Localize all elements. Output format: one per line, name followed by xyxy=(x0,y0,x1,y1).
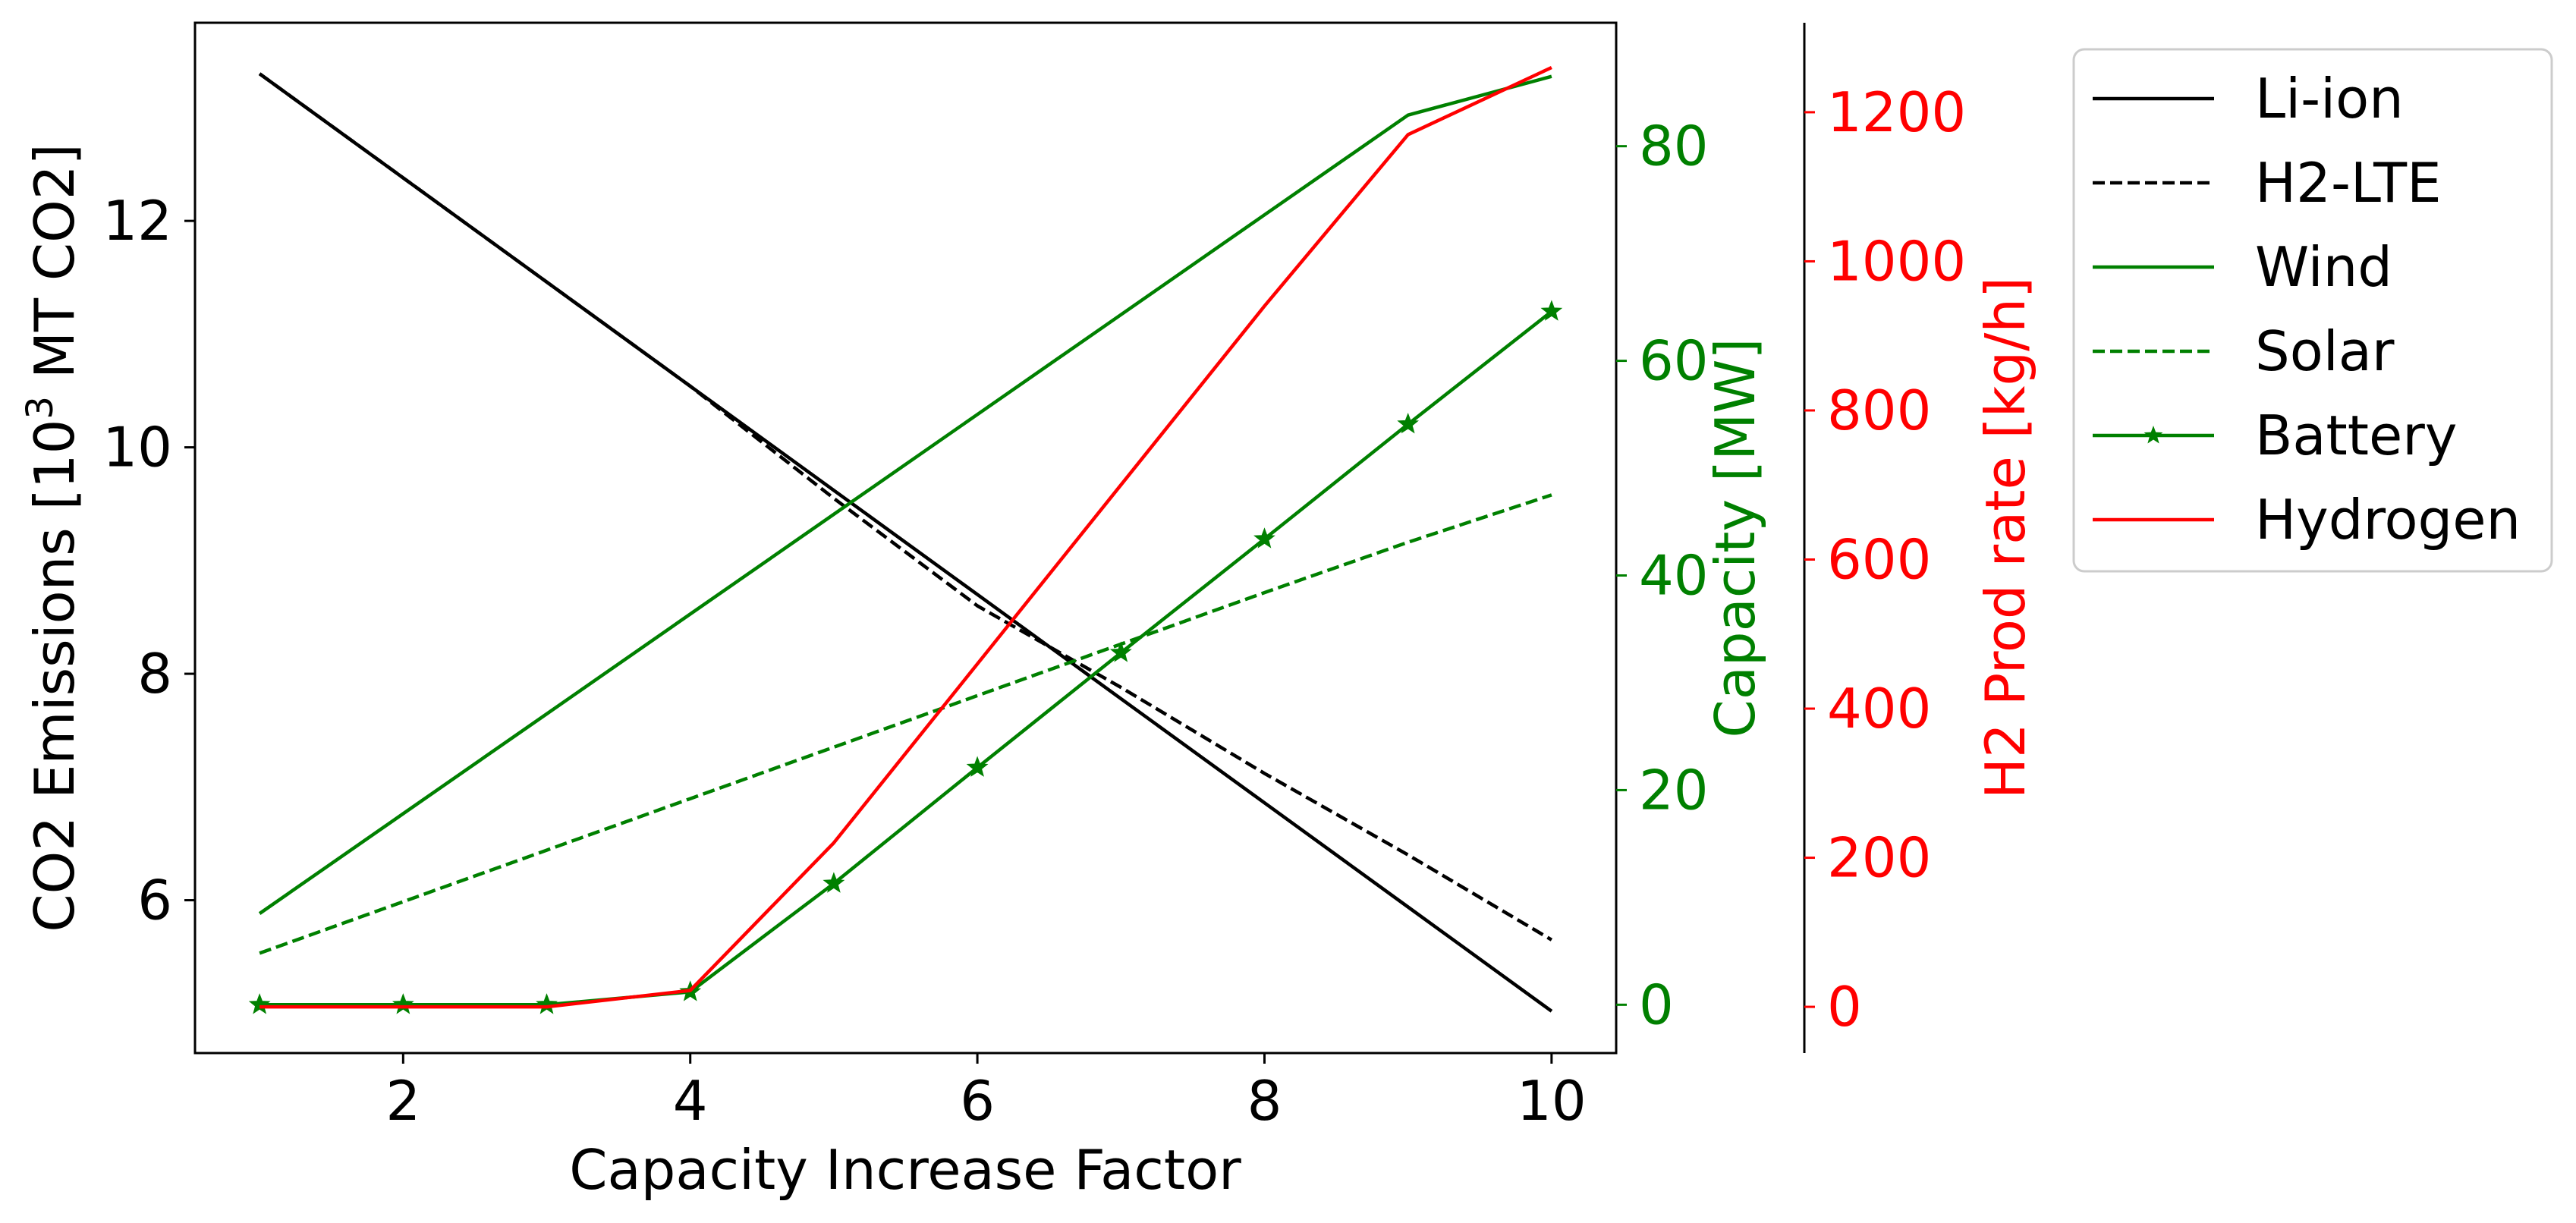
series-marker-battery xyxy=(1109,641,1132,662)
left-axis-label-main: CO2 Emissions [10 xyxy=(23,420,86,932)
series-marker-battery xyxy=(392,993,414,1014)
legend-box xyxy=(2072,48,2553,573)
series-line-hydrogen xyxy=(259,65,1552,1009)
right2-tick-label: 1000 xyxy=(1827,229,1966,293)
x-tick-label: 8 xyxy=(1247,1069,1282,1133)
legend-label-wind: Wind xyxy=(2255,235,2392,299)
left-tick-label: 10 xyxy=(102,416,172,479)
x-tick-label: 2 xyxy=(385,1069,420,1133)
legend-item-li-ion: Li-ion xyxy=(2093,67,2404,130)
legend-item-hydrogen: Hydrogen xyxy=(2093,488,2521,552)
legend-label-h2-lte: H2-LTE xyxy=(2255,151,2442,215)
right1-tick-label: 60 xyxy=(1639,329,1709,393)
series-solar xyxy=(259,493,1552,955)
series-marker-battery xyxy=(1540,300,1563,321)
legend-label-solar: Solar xyxy=(2255,319,2395,383)
ticks-layer: 2 4 6 8 106810120204060800200400600800100012… xyxy=(102,80,1966,1133)
x-tick-label: 6 xyxy=(960,1069,995,1133)
legend-item-battery: Battery xyxy=(2093,404,2457,467)
series-marker-battery xyxy=(822,872,845,893)
right1-tick-label: 20 xyxy=(1639,758,1709,822)
series-marker-battery xyxy=(1397,412,1419,434)
plot-frame xyxy=(193,21,1618,1055)
series-marker-battery xyxy=(966,756,989,777)
right2-tick-label: 1200 xyxy=(1827,80,1966,144)
right2-tick-label: 600 xyxy=(1827,527,1931,591)
legend: Li-ion H2-LTE Wind Solar Battery Hydrogen xyxy=(2072,48,2553,573)
left-tick-label: 12 xyxy=(102,189,172,253)
series-marker-battery xyxy=(1253,527,1275,549)
series-layer xyxy=(248,65,1563,1014)
series-battery xyxy=(248,300,1563,1014)
series-marker-battery xyxy=(248,993,271,1014)
legend-label-hydrogen: Hydrogen xyxy=(2255,488,2521,552)
legend-label-battery: Battery xyxy=(2255,404,2457,467)
left-axis-label: CO2 Emissions [103 MT CO2] xyxy=(19,143,86,932)
legend-item-wind: Wind xyxy=(2093,235,2392,299)
left-axis-label-sup: 3 xyxy=(19,396,61,420)
legend-marker-battery xyxy=(2144,426,2163,444)
left-axis-label-tail: MT CO2] xyxy=(23,143,86,396)
x-tick-label: 4 xyxy=(673,1069,708,1133)
right2-tick-label: 800 xyxy=(1827,379,1931,442)
x-tick-label: 10 xyxy=(1517,1069,1587,1133)
right1-tick-label: 0 xyxy=(1639,973,1674,1036)
right2-tick-label: 0 xyxy=(1827,975,1862,1039)
series-marker-battery xyxy=(536,993,558,1014)
right1-tick-label: 80 xyxy=(1639,115,1709,178)
series-line-solar xyxy=(259,493,1552,955)
legend-item-h2-lte: H2-LTE xyxy=(2093,151,2442,215)
series-wind xyxy=(258,74,1552,915)
right2-tick-label: 400 xyxy=(1827,677,1931,740)
left-tick-label: 8 xyxy=(137,642,172,706)
plot-background xyxy=(195,23,1616,1053)
left-tick-label: 6 xyxy=(137,869,172,932)
series-h2-lte xyxy=(258,72,1553,942)
x-axis-label: Capacity Increase Factor xyxy=(569,1138,1241,1202)
axes-layer xyxy=(193,21,1806,1055)
series-line-h2-lte xyxy=(258,72,1553,942)
right2-tick-label: 200 xyxy=(1827,826,1931,890)
right1-tick-label: 40 xyxy=(1639,544,1709,608)
right2-axis-label: H2 Prod rate [kg/h] xyxy=(1974,277,2037,799)
legend-item-solar: Solar xyxy=(2093,319,2395,383)
series-line-wind xyxy=(258,74,1552,915)
legend-label-li-ion: Li-ion xyxy=(2255,67,2404,130)
right1-axis-label: Capacity [MW] xyxy=(1703,338,1767,737)
series-hydrogen xyxy=(259,65,1552,1009)
series-line-battery xyxy=(259,310,1553,1007)
